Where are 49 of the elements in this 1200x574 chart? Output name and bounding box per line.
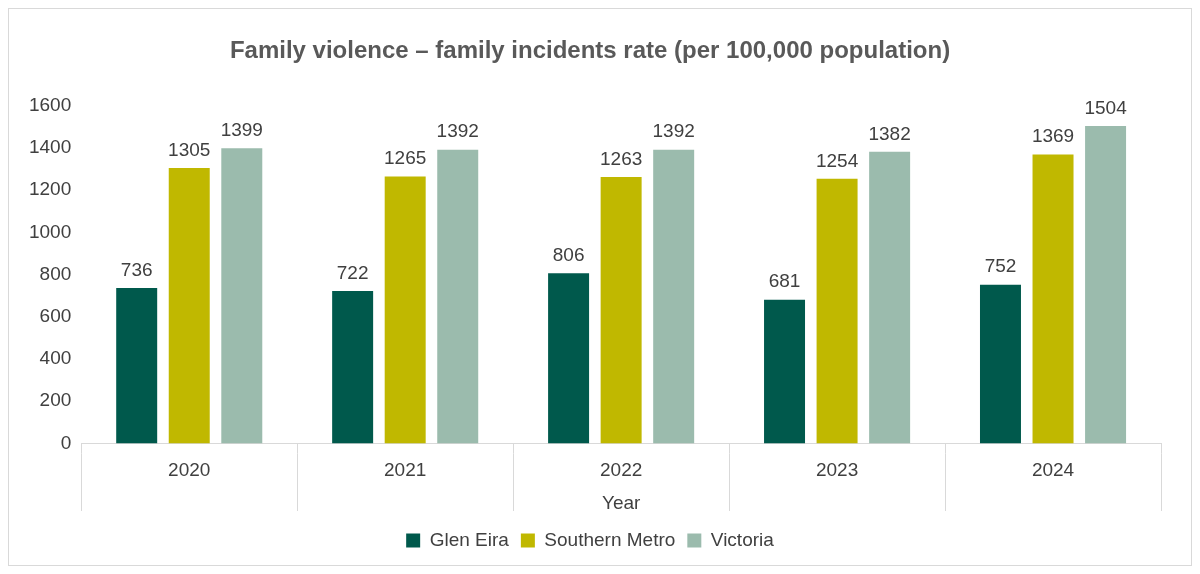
y-tick-label: 800 <box>39 262 72 284</box>
data-label: 1305 <box>168 138 211 160</box>
y-tick-label: 1600 <box>28 94 72 116</box>
x-tick-label: 2022 <box>599 459 643 481</box>
bar <box>548 273 590 444</box>
chart-title: Family violence – family incidents rate (per 100,000 population) <box>229 36 951 64</box>
data-label: 1369 <box>1031 125 1075 147</box>
data-label: 806 <box>552 244 585 266</box>
bar <box>1032 154 1074 444</box>
y-tick-label: 1200 <box>28 178 72 200</box>
bar <box>869 151 911 444</box>
data-label: 1392 <box>652 120 695 142</box>
bar <box>816 178 858 444</box>
x-axis-title: Year <box>601 491 641 513</box>
bar <box>600 176 642 444</box>
x-tick-label: 2023 <box>815 459 859 481</box>
y-tick-label: 400 <box>39 347 72 369</box>
y-tick-label: 0 <box>60 431 72 453</box>
y-tick-label: 600 <box>39 305 72 327</box>
bar <box>221 148 263 444</box>
data-label: 1399 <box>220 118 263 140</box>
bar <box>116 288 158 444</box>
bar <box>332 291 374 444</box>
y-tick-label: 1400 <box>28 136 72 158</box>
bar <box>168 168 210 444</box>
bar <box>1085 126 1127 444</box>
bar <box>653 149 695 444</box>
data-label: 1504 <box>1084 96 1128 118</box>
bar <box>437 149 479 444</box>
legend-label: Southern Metro <box>544 528 676 550</box>
data-label: 1382 <box>868 122 911 144</box>
bar <box>384 176 426 444</box>
data-label: 1254 <box>815 149 859 171</box>
x-tick-label: 2024 <box>1031 459 1075 481</box>
legend-label: Glen Eira <box>429 528 510 550</box>
data-label: 1263 <box>599 147 643 169</box>
data-label: 1265 <box>384 147 427 169</box>
data-label: 752 <box>984 255 1017 277</box>
data-label: 722 <box>336 261 369 283</box>
data-label: 681 <box>768 270 801 292</box>
data-label: 736 <box>120 258 153 280</box>
x-tick-label: 2020 <box>168 459 211 481</box>
bar <box>979 284 1021 444</box>
data-label: 1392 <box>436 120 479 142</box>
legend-label: Victoria <box>710 528 775 550</box>
x-tick-label: 2021 <box>384 459 427 481</box>
y-tick-label: 1000 <box>28 220 72 242</box>
bar <box>764 299 806 444</box>
y-tick-label: 200 <box>39 389 72 411</box>
